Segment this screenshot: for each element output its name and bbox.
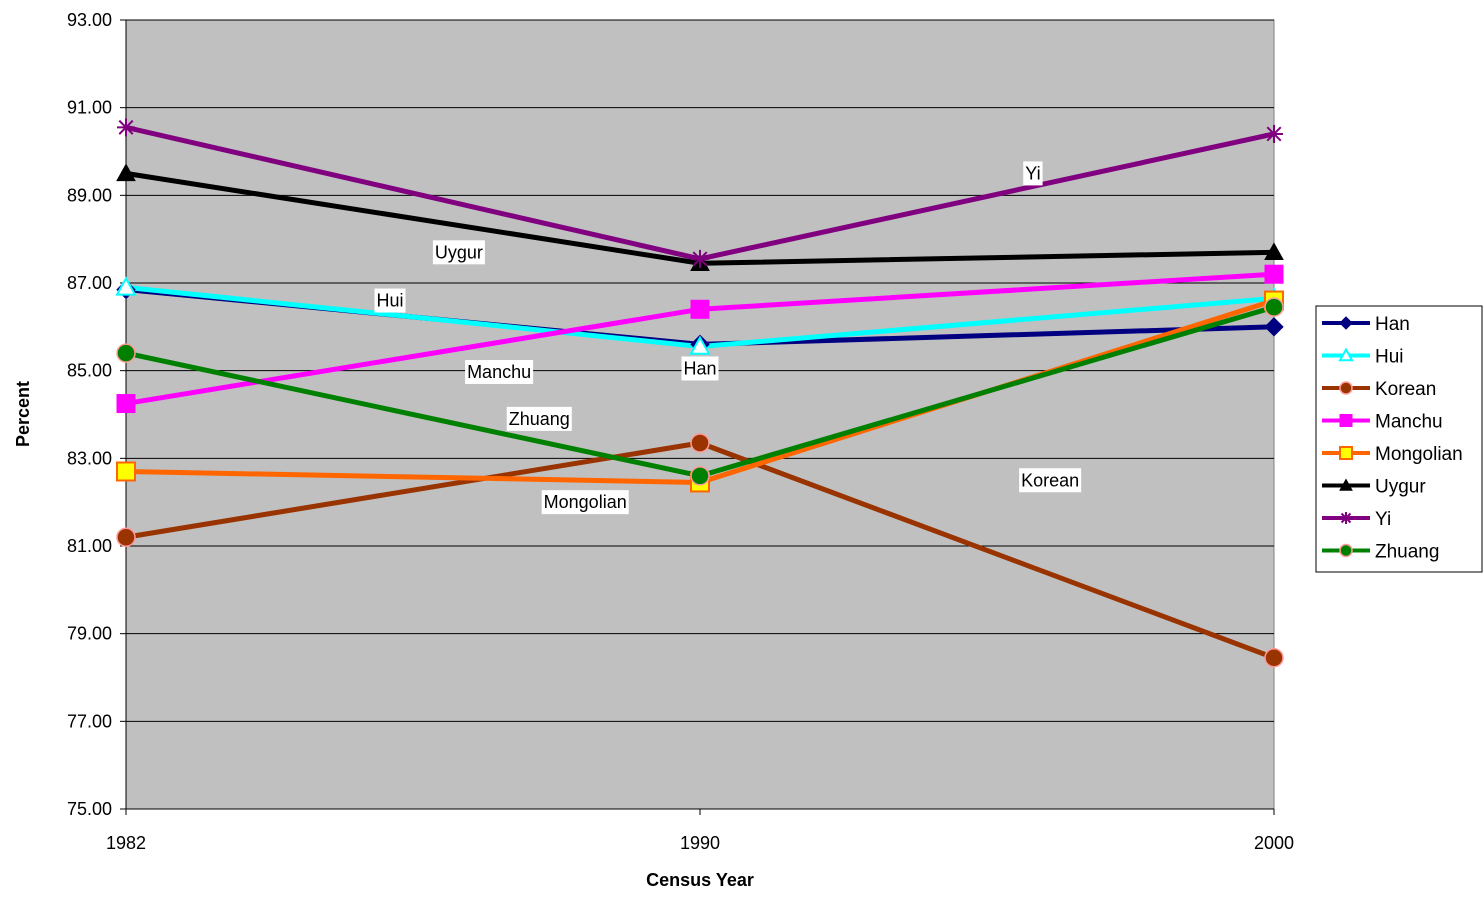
data-point	[689, 335, 711, 355]
data-point	[691, 249, 709, 268]
data-point	[116, 461, 136, 482]
y-tick-label: 89.00	[67, 185, 112, 205]
legend-label: Zhuang	[1375, 542, 1439, 563]
plot-area	[125, 19, 1275, 810]
y-tick-labels: 75.00 77.00 79.00 81.00 83.00 85.00 87.00 89.00…	[67, 10, 126, 819]
data-point	[1264, 297, 1284, 317]
data-point	[1264, 648, 1284, 668]
y-tick-label: 83.00	[67, 448, 112, 468]
data-point	[1264, 317, 1284, 337]
x-tick-label: 2000	[1254, 833, 1294, 853]
legend-item-korean: Korean	[1322, 379, 1436, 400]
data-point	[1265, 124, 1283, 143]
svg-text:Korean: Korean	[1021, 470, 1079, 490]
series-markers	[115, 118, 1285, 668]
svg-text:Han: Han	[683, 358, 716, 378]
svg-text:Uygur: Uygur	[435, 242, 483, 262]
svg-text:Yi: Yi	[1025, 163, 1040, 183]
x-axis-title: Census Year	[646, 870, 754, 890]
svg-text:Mongolian: Mongolian	[544, 492, 627, 512]
x-tick-labels: 1982 1990 2000	[106, 809, 1294, 853]
legend-box	[1315, 305, 1483, 573]
legend-item-yi: Yi	[1322, 509, 1391, 530]
data-point	[1339, 543, 1353, 558]
y-tick-label: 77.00	[67, 711, 112, 731]
y-tick-label: 75.00	[67, 799, 112, 819]
x-tick-label: 1990	[680, 833, 720, 853]
y-tick-label: 79.00	[67, 624, 112, 644]
y-tick-label: 85.00	[67, 361, 112, 381]
data-point	[1339, 446, 1353, 460]
y-tick-label: 81.00	[67, 536, 112, 556]
legend-item-han: Han	[1322, 314, 1410, 335]
legend-label: Korean	[1375, 379, 1436, 400]
data-point	[1264, 264, 1284, 284]
legend-label: Han	[1375, 314, 1410, 335]
data-point	[1338, 347, 1354, 362]
inline-label-yi: Yi	[1023, 161, 1043, 186]
data-point	[1339, 414, 1353, 427]
inline-label-han: Han	[681, 356, 719, 381]
y-tick-label: 87.00	[67, 273, 112, 293]
svg-text:Hui: Hui	[377, 291, 404, 311]
legend-item-manchu: Manchu	[1322, 412, 1443, 433]
data-point	[116, 163, 136, 182]
legend-item-zhuang: Zhuang	[1322, 542, 1439, 563]
legend-item-hui: Hui	[1322, 347, 1404, 368]
data-point	[115, 276, 137, 296]
data-point	[690, 433, 710, 453]
data-point	[1339, 478, 1353, 491]
y-tick-label: 93.00	[67, 10, 112, 30]
data-point	[116, 394, 136, 414]
inline-label-zhuang: Zhuang	[506, 406, 572, 431]
data-point	[1340, 512, 1352, 524]
inline-label-korean: Korean	[1019, 468, 1082, 493]
legend-label: Manchu	[1375, 412, 1443, 433]
y-axis-title: Percent	[13, 381, 33, 447]
data-point	[690, 299, 710, 319]
legend-label: Hui	[1375, 347, 1404, 368]
data-point	[117, 118, 135, 137]
data-point	[690, 466, 710, 486]
data-point	[116, 527, 136, 547]
x-tick-label: 1982	[106, 833, 146, 853]
legend-label: Mongolian	[1375, 444, 1463, 465]
legend-item-uygur: Uygur	[1322, 477, 1426, 498]
data-point	[116, 343, 136, 363]
inline-label-uygur: Uygur	[432, 240, 485, 265]
data-point	[1339, 381, 1353, 395]
svg-text:Zhuang: Zhuang	[509, 409, 570, 429]
svg-text:Manchu: Manchu	[467, 362, 531, 382]
legend-label: Yi	[1375, 509, 1391, 530]
series-inline-labels: Han Hui Korean Manchu Mongolian Uygur Yi Zhuang	[374, 161, 1082, 515]
data-point	[1264, 242, 1284, 261]
data-point	[1339, 316, 1353, 330]
inline-label-mongolian: Mongolian	[541, 490, 629, 515]
y-tick-label: 91.00	[67, 98, 112, 118]
inline-label-manchu: Manchu	[465, 359, 534, 384]
legend: Han Hui Korean Manchu Mongolian Uygur Yi Zhuang	[1315, 305, 1483, 573]
legend-label: Uygur	[1375, 477, 1426, 498]
legend-item-mongolian: Mongolian	[1322, 444, 1463, 465]
inline-label-hui: Hui	[374, 288, 406, 313]
